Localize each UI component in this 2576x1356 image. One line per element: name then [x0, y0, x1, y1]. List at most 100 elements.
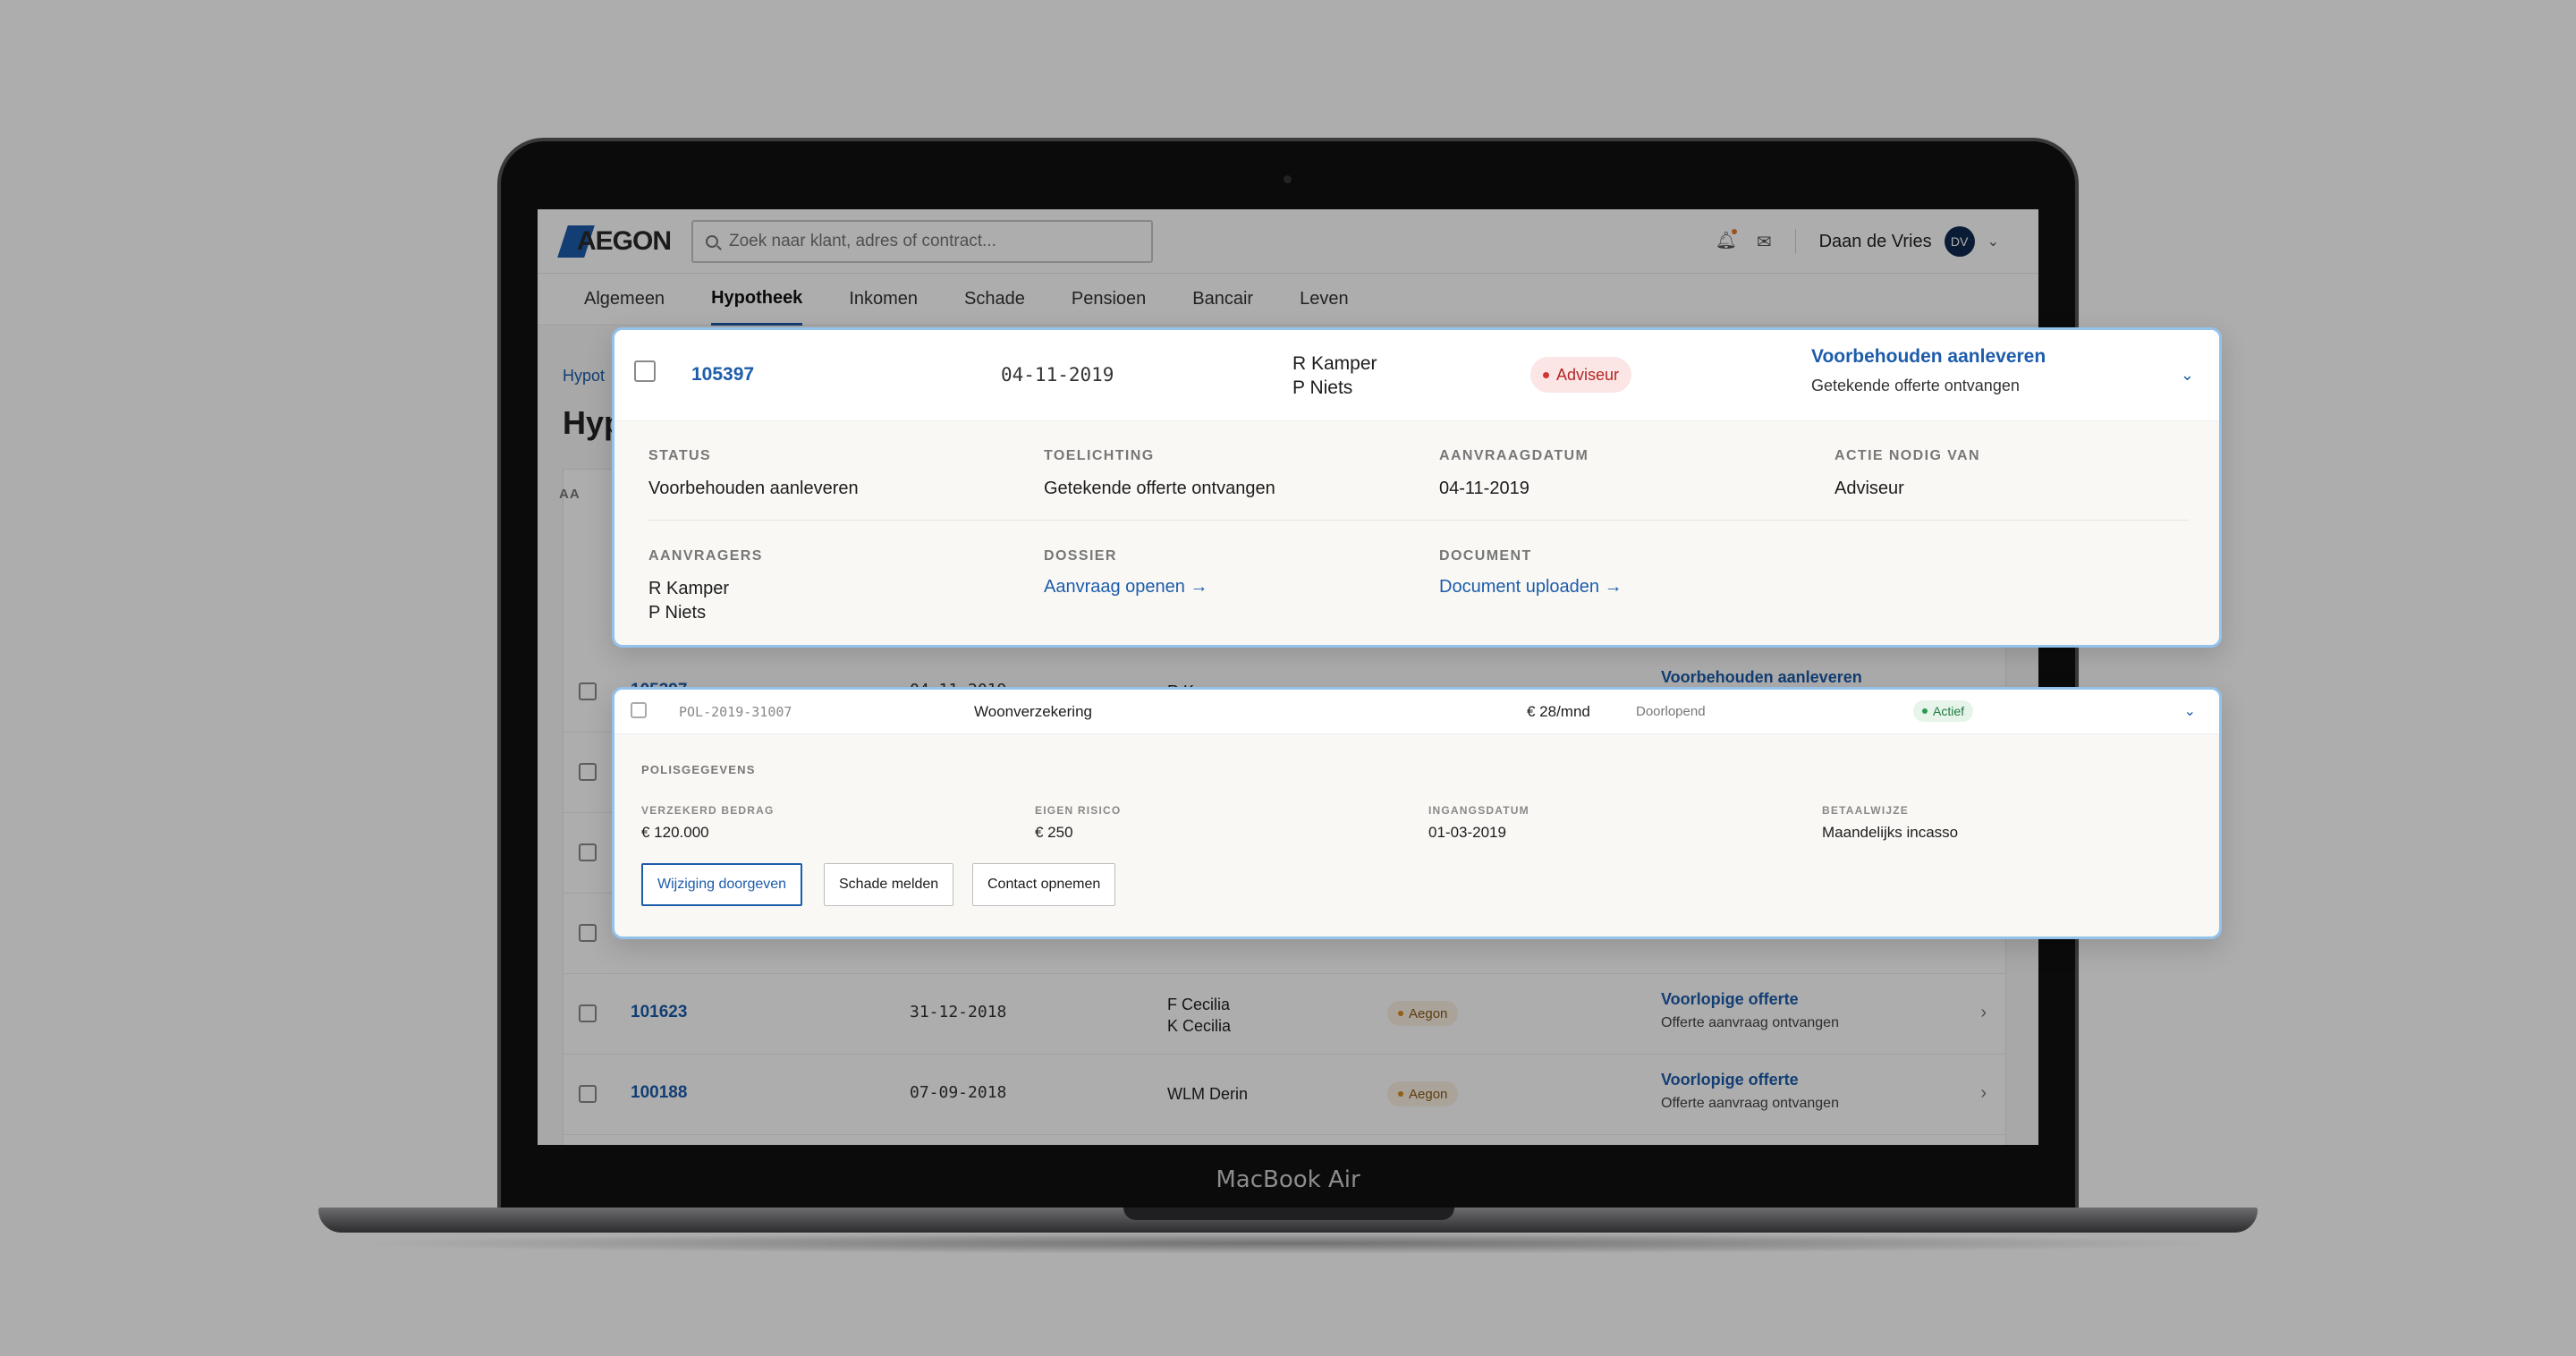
section-title: POLISGEGEVENS — [641, 763, 756, 776]
tab-pensioen[interactable]: Pensioen — [1071, 289, 1147, 309]
expanded-row-header[interactable]: 105397 04-11-2019 R Kamper P Niets Advis… — [614, 330, 2219, 421]
row-id[interactable]: 100188 — [631, 1083, 688, 1102]
user-name[interactable]: Daan de Vries — [1818, 231, 1932, 251]
field-label: AANVRAGERS — [648, 548, 763, 564]
badge-dot — [1922, 708, 1928, 714]
chevron-down-icon[interactable]: ⌄ — [2180, 366, 2194, 384]
table-row[interactable] — [563, 894, 2006, 974]
field-label: DOCUMENT — [1439, 548, 1532, 564]
row-checkbox[interactable] — [579, 1004, 597, 1022]
mail-icon[interactable]: ✉ — [1756, 232, 1772, 252]
field-label: EIGEN RISICO — [1035, 804, 1122, 817]
field-label: BETAALWIJZE — [1822, 804, 1909, 817]
field-value: € 120.000 — [641, 824, 709, 841]
list-header-label: AA — [559, 487, 580, 502]
camera-dot — [1284, 175, 1292, 183]
badge-label: Adviseur — [1556, 365, 1620, 384]
field-label: STATUS — [648, 448, 712, 463]
row-checkbox[interactable] — [579, 1085, 597, 1103]
row-date: 07-09-2018 — [910, 1083, 1007, 1102]
badge-dot — [1543, 371, 1549, 378]
row-names: WLM Derin — [1167, 1085, 1249, 1103]
row-status-sub: Offerte aanvraag ontvangen — [1661, 1096, 1839, 1111]
policy-duration: Doorlopend — [1636, 704, 1706, 719]
row-name: K Cecilia — [1167, 1017, 1232, 1035]
logo-text: AEGON — [577, 226, 672, 256]
field-value: R Kamper P Niets — [648, 577, 763, 625]
open-application-link[interactable]: Aanvraag openen → — [1044, 577, 1208, 597]
field-value: Getekende offerte ontvangen — [1044, 479, 1275, 498]
search-input[interactable]: Zoek naar klant, adres of contract... — [691, 220, 1153, 263]
chevron-down-icon[interactable]: ⌄ — [2183, 704, 2196, 719]
search-placeholder: Zoek naar klant, adres of contract... — [729, 232, 996, 250]
row-checkbox[interactable] — [634, 360, 656, 382]
avatar[interactable]: DV — [1944, 226, 1975, 257]
status-badge: Aegon — [1387, 1001, 1459, 1026]
aegon-logo[interactable]: AEGON — [557, 224, 672, 259]
field-eigen-risico: EIGEN RISICO € 250 — [1035, 804, 1121, 842]
row-status-title[interactable]: Voorbehouden aanleveren — [1811, 346, 2046, 367]
table-row[interactable]: 100188 07-09-2018 WLM Derin Aegon Voorlo… — [563, 1055, 2006, 1135]
upload-document-link[interactable]: Document uploaden → — [1439, 577, 1623, 597]
tab-inkomen[interactable]: Inkomen — [849, 289, 919, 309]
row-date: 31-12-2018 — [910, 1003, 1007, 1021]
field-label: INGANGSDATUM — [1428, 804, 1530, 817]
row-status-title[interactable]: Voorlopige offerte — [1661, 1071, 1799, 1089]
laptop-notch — [1123, 1208, 1454, 1220]
tab-bancair[interactable]: Bancair — [1192, 289, 1254, 309]
applicant-name: P Niets — [648, 603, 707, 623]
contact-button[interactable]: Contact opnemen — [972, 863, 1116, 906]
field-dossier: DOSSIER Aanvraag openen → — [1044, 548, 1208, 597]
tab-leven[interactable]: Leven — [1300, 289, 1349, 309]
chevron-down-icon[interactable]: ⌄ — [1987, 234, 1999, 250]
tab-hypotheek[interactable]: Hypotheek — [711, 274, 803, 326]
row-id[interactable]: 101623 — [631, 1003, 688, 1021]
field-aanvraagdatum: AANVRAAGDATUM 04-11-2019 — [1439, 448, 1589, 501]
policy-premium: € 28/mnd — [1527, 703, 1590, 720]
badge-label: Aegon — [1409, 1005, 1448, 1021]
divider — [1794, 229, 1796, 254]
chevron-right-icon[interactable]: › — [1980, 1003, 1987, 1022]
status-badge: Actief — [1913, 700, 1974, 722]
field-label: DOSSIER — [1044, 548, 1117, 564]
field-label: VERZEKERD BEDRAG — [641, 804, 775, 817]
table-row[interactable]: 101623 31-12-2018 F Cecilia K Cecilia Ae… — [563, 974, 2006, 1055]
breadcrumb[interactable]: Hypot — [563, 367, 606, 385]
chevron-right-icon[interactable]: › — [1980, 1083, 1987, 1103]
bell-icon[interactable]: 🔔︎ — [1716, 229, 1737, 250]
expanded-policy-panel: POL-2019-31007 Woonverzekering € 28/mnd … — [612, 687, 2222, 939]
row-checkbox[interactable] — [579, 924, 597, 942]
applicant-name: R Kamper — [648, 579, 730, 598]
row-checkbox[interactable] — [579, 843, 597, 861]
field-value: € 250 — [1035, 824, 1073, 841]
row-name: F Cecilia — [1167, 996, 1231, 1013]
row-names: F Cecilia K Cecilia — [1167, 994, 1231, 1037]
policy-row-header[interactable]: POL-2019-31007 Woonverzekering € 28/mnd … — [614, 690, 2219, 734]
row-checkbox[interactable] — [579, 682, 597, 700]
status-badge: Aegon — [1387, 1081, 1459, 1106]
field-status: STATUS Voorbehouden aanleveren — [648, 448, 859, 501]
field-value: Voorbehouden aanleveren — [648, 479, 859, 498]
row-status-title[interactable]: Voorlopige offerte — [1661, 990, 1799, 1008]
field-value: 01-03-2019 — [1428, 824, 1506, 841]
row-checkbox[interactable] — [631, 702, 647, 718]
row-id[interactable]: 105397 — [691, 364, 755, 385]
field-label: TOELICHTING — [1044, 448, 1155, 463]
row-checkbox[interactable] — [579, 763, 597, 781]
row-status-sub: Getekende offerte ontvangen — [1811, 377, 2020, 394]
divider — [648, 520, 2189, 521]
expanded-application-panel: 105397 04-11-2019 R Kamper P Niets Advis… — [612, 327, 2222, 648]
field-label: AANVRAAGDATUM — [1439, 448, 1589, 463]
row-status-title[interactable]: Voorbehouden aanleveren — [1661, 668, 1862, 686]
row-name: P Niets — [1292, 377, 1353, 398]
tab-schade[interactable]: Schade — [964, 289, 1025, 309]
badge-label: Actief — [1933, 704, 1965, 718]
report-claim-button[interactable]: Schade melden — [824, 863, 954, 906]
tab-algemeen[interactable]: Algemeen — [584, 289, 665, 309]
device-label: MacBook Air — [1216, 1166, 1360, 1193]
top-bar: AEGON Zoek naar klant, adres of contract… — [538, 209, 2038, 274]
field-ingangsdatum: INGANGSDATUM 01-03-2019 — [1428, 804, 1530, 842]
field-toelichting: TOELICHTING Getekende offerte ontvangen — [1044, 448, 1275, 501]
badge-dot — [1398, 1011, 1403, 1016]
report-change-button[interactable]: Wijziging doorgeven — [641, 863, 803, 906]
